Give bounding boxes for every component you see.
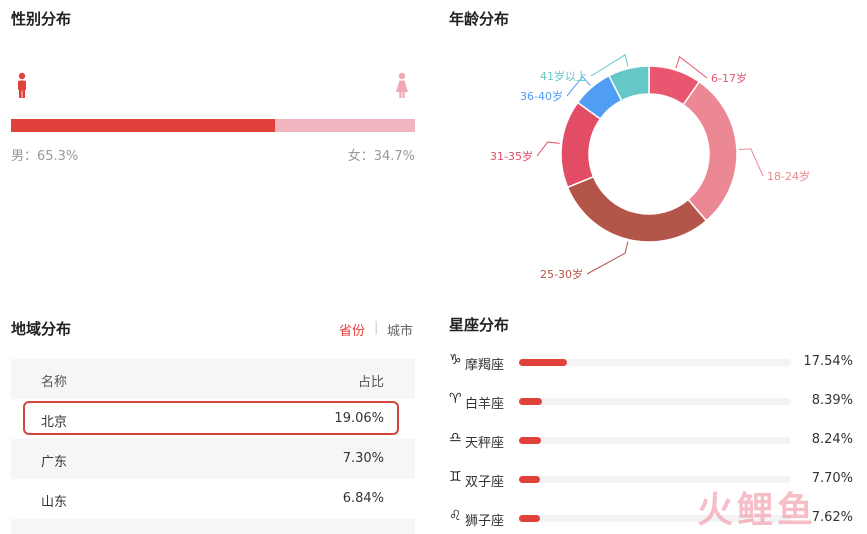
male-icon: [18, 72, 26, 98]
age-slice-label: 6-17岁: [711, 71, 747, 85]
zodiac-name: 双子座: [465, 475, 505, 490]
zodiac-bar-track: [519, 437, 791, 444]
column-header-name: 名称: [41, 375, 68, 390]
table-row[interactable]: 广东 7.30%: [11, 439, 415, 479]
region-share: 19.06%: [334, 411, 384, 426]
aries-icon: ♈: [449, 391, 462, 407]
libra-icon: ♎: [449, 430, 462, 446]
gender-section-title: 性别分布: [11, 10, 72, 28]
age-slice-label: 36-40岁: [520, 89, 563, 103]
zodiac-bar-fill: [519, 359, 567, 366]
toggle-province-tab[interactable]: 省份: [339, 324, 366, 339]
watermark-logo: 火鲤鱼: [697, 490, 817, 530]
region-name: 北京: [41, 415, 68, 430]
female-icon: [396, 72, 408, 98]
zodiac-name: 白羊座: [465, 397, 505, 412]
highlight-box: [23, 401, 399, 435]
svg-text:火鲤鱼: 火鲤鱼: [697, 490, 817, 530]
table-row-partial: [11, 519, 415, 534]
table-row[interactable]: 北京 19.06%: [11, 399, 415, 439]
region-table-header: 名称 占比: [11, 359, 415, 399]
table-row[interactable]: 山东 6.84%: [11, 479, 415, 519]
age-slice-5[interactable]: [607, 65, 650, 102]
age-leader-line: [566, 75, 591, 97]
region-name: 山东: [41, 495, 68, 510]
zodiac-bar-track: [519, 515, 791, 522]
zodiac-bar-track: [519, 476, 791, 483]
zodiac-row-leo: ♌ 狮子座 7.62%: [449, 506, 867, 530]
zodiac-name: 狮子座: [465, 514, 505, 529]
region-table: 名称 占比 北京 19.06% 广东 7.30% 山东 6.84%: [11, 359, 415, 534]
zodiac-row-capricorn: ♑ 摩羯座 17.54%: [449, 350, 867, 374]
age-slice-label: 41岁以上: [540, 69, 587, 83]
age-slice-label: 25-30岁: [540, 267, 583, 281]
zodiac-row-libra: ♎ 天秤座 8.24%: [449, 428, 867, 452]
age-section-title: 年龄分布: [449, 10, 510, 28]
zodiac-value: 7.62%: [811, 510, 853, 525]
male-ratio-fill: [11, 119, 275, 132]
zodiac-value: 8.39%: [811, 393, 853, 408]
age-leader-line: [590, 54, 629, 77]
age-slice-label: 31-35岁: [490, 149, 533, 163]
zodiac-bar-track: [519, 359, 791, 366]
region-share: 7.30%: [342, 451, 384, 466]
zodiac-bar-fill: [519, 398, 542, 405]
gender-ratio-bar: [11, 119, 415, 132]
zodiac-bar-fill: [519, 476, 540, 483]
age-leader-line: [586, 241, 629, 275]
zodiac-name: 摩羯座: [465, 358, 505, 373]
zodiac-bar-track: [519, 398, 791, 405]
zodiac-value: 17.54%: [803, 354, 853, 369]
zodiac-row-aries: ♈ 白羊座 8.39%: [449, 389, 867, 413]
region-section-title: 地域分布: [11, 320, 72, 338]
zodiac-bar-fill: [519, 437, 542, 444]
toggle-city-tab[interactable]: 城市: [387, 324, 414, 339]
zodiac-bar-fill: [519, 515, 540, 522]
age-donut-chart: 6-17岁 18-24岁 25-30岁 31-35岁 36-40岁 41岁以上: [490, 54, 810, 281]
capricorn-icon: ♑: [449, 352, 462, 368]
age-leader-line: [738, 148, 764, 177]
leo-icon: ♌: [449, 508, 462, 524]
column-header-share: 占比: [357, 375, 384, 390]
age-slice-1[interactable]: [682, 80, 738, 222]
age-leader-line: [536, 141, 560, 157]
zodiac-row-gemini: ♊ 双子座 7.70%: [449, 467, 867, 491]
age-slice-label: 18-24岁: [767, 169, 810, 183]
region-name: 广东: [41, 455, 68, 470]
age-leader-line: [675, 55, 708, 79]
zodiac-section-title: 星座分布: [449, 316, 510, 334]
region-share: 6.84%: [342, 491, 384, 506]
toggle-divider: |: [374, 320, 379, 335]
age-slice-2[interactable]: [566, 175, 708, 243]
male-share-label: 男：65.3%: [11, 149, 79, 164]
zodiac-value: 7.70%: [811, 471, 853, 486]
zodiac-value: 8.24%: [811, 432, 853, 447]
zodiac-name: 天秤座: [465, 436, 505, 451]
female-share-label: 女：34.7%: [347, 149, 415, 164]
gemini-icon: ♊: [449, 469, 462, 485]
